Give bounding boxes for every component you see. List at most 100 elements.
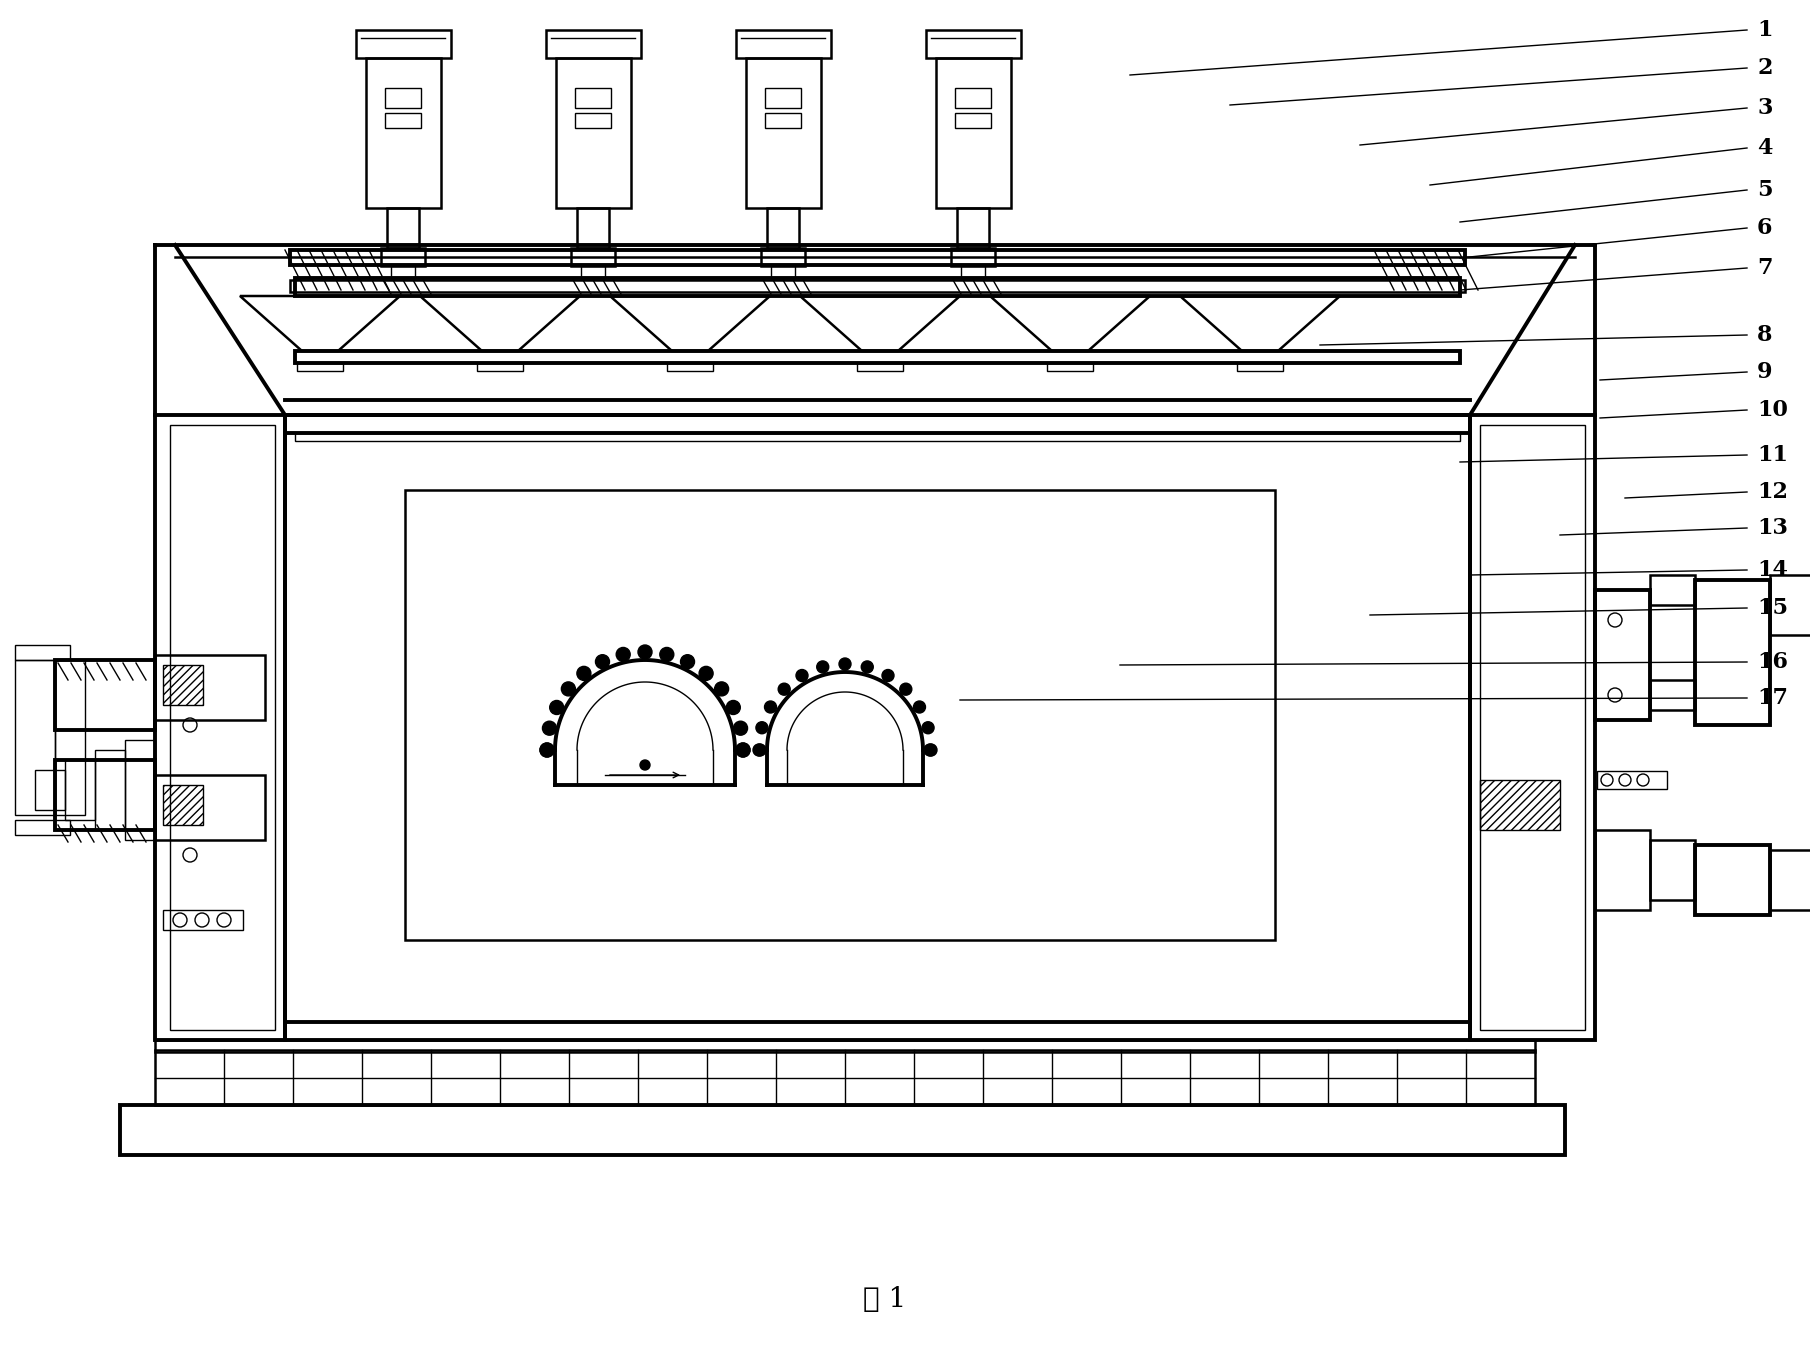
Circle shape	[764, 701, 776, 713]
Bar	[54, 660, 85, 815]
Bar	[856, 363, 903, 372]
Text: 11: 11	[1758, 444, 1788, 465]
Bar	[576, 113, 612, 128]
Circle shape	[923, 744, 936, 755]
Bar	[766, 88, 802, 108]
Text: 9: 9	[1758, 361, 1772, 382]
Circle shape	[755, 744, 766, 755]
Bar	[1595, 830, 1651, 911]
Bar	[1651, 574, 1694, 606]
Text: 8: 8	[1758, 324, 1772, 346]
Bar	[1481, 780, 1560, 830]
Bar	[387, 208, 418, 248]
Bar	[1046, 363, 1093, 372]
Bar	[760, 248, 805, 265]
Bar	[290, 250, 1464, 265]
Text: 4: 4	[1758, 137, 1772, 159]
Circle shape	[615, 648, 630, 661]
Bar	[156, 774, 264, 840]
Text: 12: 12	[1758, 480, 1788, 504]
Bar	[950, 248, 996, 265]
Circle shape	[900, 683, 912, 695]
Bar	[54, 759, 156, 830]
Bar	[556, 59, 632, 208]
Circle shape	[595, 655, 610, 668]
Bar	[1481, 425, 1586, 1030]
Circle shape	[550, 701, 563, 715]
Bar	[1470, 415, 1595, 1040]
Circle shape	[733, 721, 748, 735]
Bar	[1236, 363, 1283, 372]
Bar	[577, 208, 608, 248]
Text: 6: 6	[1758, 216, 1772, 240]
Text: 16: 16	[1758, 651, 1788, 672]
Circle shape	[543, 721, 556, 735]
Text: 图 1: 图 1	[863, 1286, 907, 1313]
Bar	[284, 1022, 1470, 1040]
Bar	[295, 351, 1461, 363]
Circle shape	[726, 701, 740, 715]
Text: 10: 10	[1758, 399, 1788, 421]
Bar	[1596, 770, 1667, 789]
Circle shape	[757, 721, 767, 734]
Bar	[163, 785, 203, 825]
Bar	[297, 363, 344, 372]
Bar	[170, 425, 275, 1030]
Bar	[156, 415, 284, 1040]
Circle shape	[925, 744, 938, 755]
Circle shape	[840, 657, 851, 670]
Bar	[156, 655, 264, 720]
Bar	[746, 59, 822, 208]
Bar	[927, 30, 1021, 59]
Bar	[295, 433, 1461, 441]
Bar	[547, 30, 641, 59]
Bar	[34, 770, 65, 810]
Bar	[1595, 591, 1651, 720]
Circle shape	[737, 743, 749, 757]
Bar	[156, 1049, 1535, 1105]
Circle shape	[577, 667, 590, 680]
Bar	[478, 363, 523, 372]
Bar	[290, 280, 1464, 293]
Bar	[1651, 840, 1694, 900]
Circle shape	[539, 743, 554, 757]
Bar	[284, 415, 1470, 433]
Circle shape	[641, 759, 650, 770]
Circle shape	[914, 701, 925, 713]
Bar	[737, 30, 831, 59]
Text: 14: 14	[1758, 559, 1788, 581]
Bar	[14, 645, 71, 660]
Bar	[366, 59, 442, 208]
Bar	[125, 740, 156, 840]
Circle shape	[737, 743, 749, 757]
Circle shape	[796, 670, 807, 682]
Text: 15: 15	[1758, 597, 1788, 619]
Bar	[357, 30, 451, 59]
Bar	[956, 113, 992, 128]
Bar	[14, 660, 54, 815]
Circle shape	[921, 721, 934, 734]
Text: 1: 1	[1758, 19, 1772, 41]
Bar	[1694, 845, 1770, 915]
Text: 7: 7	[1758, 257, 1772, 279]
Bar	[163, 666, 203, 705]
Circle shape	[699, 667, 713, 680]
Circle shape	[539, 743, 554, 757]
Circle shape	[881, 670, 894, 682]
Bar	[1770, 851, 1810, 911]
Text: 13: 13	[1758, 517, 1788, 539]
Circle shape	[753, 744, 766, 755]
Circle shape	[816, 661, 829, 672]
Text: 3: 3	[1758, 97, 1772, 118]
Circle shape	[778, 683, 791, 695]
Bar	[961, 265, 985, 278]
Bar	[956, 88, 992, 108]
Bar	[576, 88, 612, 108]
Bar	[767, 208, 798, 248]
Bar	[65, 759, 94, 819]
Bar	[119, 1105, 1566, 1155]
Text: 2: 2	[1758, 57, 1772, 79]
Circle shape	[661, 648, 673, 661]
Circle shape	[637, 645, 652, 659]
Circle shape	[862, 661, 872, 672]
